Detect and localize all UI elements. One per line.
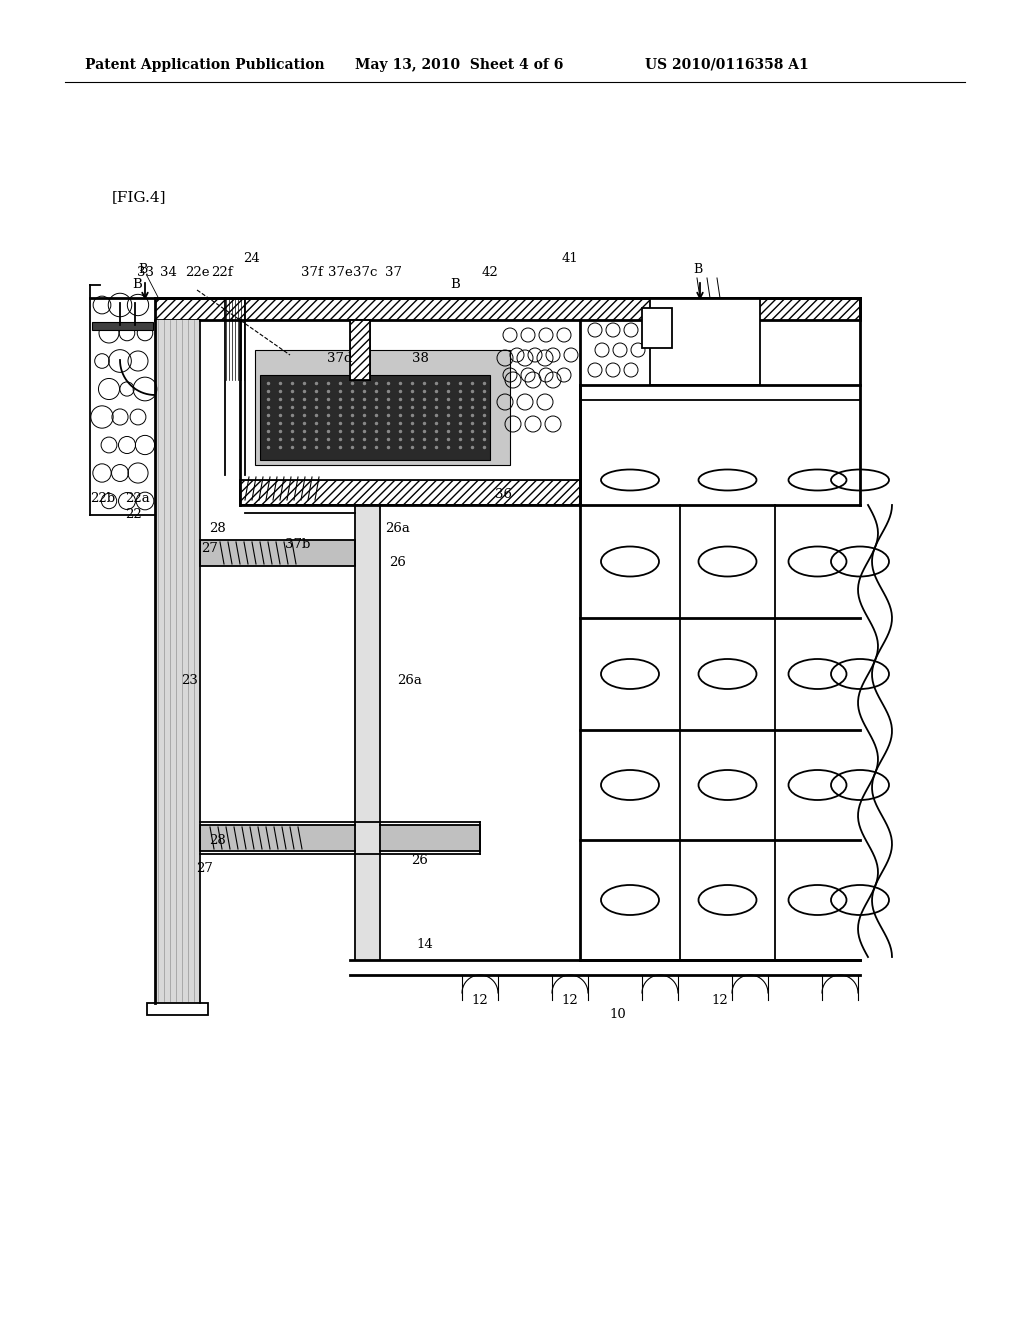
- Text: 22a: 22a: [126, 491, 151, 504]
- Bar: [260, 375, 490, 459]
- Text: 41: 41: [561, 252, 579, 264]
- Text: 22: 22: [125, 508, 141, 521]
- Bar: [240, 480, 580, 506]
- Text: 37f: 37f: [301, 265, 323, 279]
- Text: 37b: 37b: [286, 539, 310, 552]
- Text: 34: 34: [160, 265, 176, 279]
- Text: 37c: 37c: [353, 265, 377, 279]
- Bar: [147, 1003, 208, 1015]
- Text: 26: 26: [389, 556, 407, 569]
- Bar: [200, 825, 480, 851]
- Text: 22e: 22e: [184, 265, 209, 279]
- Text: [FIG.4]: [FIG.4]: [112, 190, 167, 205]
- Text: 27: 27: [202, 541, 218, 554]
- Text: 28: 28: [210, 833, 226, 846]
- Bar: [240, 480, 580, 506]
- Text: B: B: [138, 263, 147, 276]
- Text: 26a: 26a: [386, 521, 411, 535]
- Text: 37: 37: [384, 265, 401, 279]
- Bar: [350, 319, 370, 380]
- Text: 14: 14: [417, 939, 433, 952]
- Bar: [200, 540, 355, 566]
- Text: 37d: 37d: [328, 351, 352, 364]
- Text: B: B: [132, 279, 142, 292]
- Text: B: B: [693, 263, 702, 276]
- Text: 23: 23: [181, 673, 199, 686]
- Text: 37e: 37e: [328, 265, 352, 279]
- Text: 24: 24: [244, 252, 260, 264]
- Text: 12: 12: [561, 994, 579, 1006]
- Bar: [642, 308, 672, 348]
- Text: 22b: 22b: [90, 491, 116, 504]
- Text: 36: 36: [495, 488, 512, 502]
- Text: 33: 33: [136, 265, 154, 279]
- Text: 22f: 22f: [211, 265, 232, 279]
- Bar: [156, 319, 199, 1003]
- Text: 10: 10: [609, 1008, 627, 1022]
- Bar: [155, 298, 860, 319]
- Bar: [356, 506, 379, 960]
- Text: 12: 12: [472, 994, 488, 1006]
- Text: May 13, 2010  Sheet 4 of 6: May 13, 2010 Sheet 4 of 6: [355, 58, 563, 73]
- Text: 38: 38: [412, 351, 428, 364]
- Text: 28: 28: [210, 521, 226, 535]
- Bar: [155, 298, 860, 319]
- Bar: [350, 319, 370, 380]
- Text: 42: 42: [481, 265, 499, 279]
- Text: 27: 27: [197, 862, 213, 874]
- Text: B: B: [451, 279, 460, 292]
- Text: US 2010/0116358 A1: US 2010/0116358 A1: [645, 58, 809, 73]
- Text: 12: 12: [712, 994, 728, 1006]
- Text: Patent Application Publication: Patent Application Publication: [85, 58, 325, 73]
- Text: 26a: 26a: [397, 673, 423, 686]
- Bar: [92, 322, 153, 330]
- Text: 26: 26: [412, 854, 428, 866]
- Bar: [255, 350, 510, 465]
- Bar: [650, 298, 760, 385]
